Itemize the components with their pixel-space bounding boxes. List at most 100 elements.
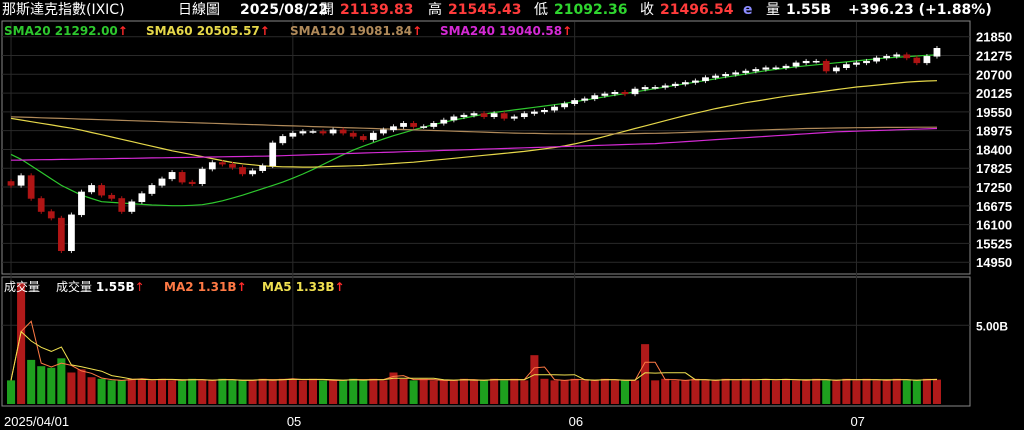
volume-bar — [540, 378, 549, 404]
candle-body — [933, 48, 941, 57]
candle-body — [249, 170, 256, 175]
close-label: 收 — [640, 2, 654, 18]
volume-bar — [97, 378, 106, 404]
candle-body — [510, 116, 518, 119]
candle-body — [762, 67, 770, 70]
volume-bar — [792, 380, 801, 404]
volume-bar — [278, 378, 287, 404]
candle-body — [480, 113, 488, 118]
y-tick-label: 21850 — [976, 30, 1012, 45]
candle-body — [430, 123, 438, 127]
quote-header: 那斯達克指數(IXIC) 日線圖 2025/08/22 開 21139.83 高… — [0, 0, 1024, 20]
candle-body — [651, 87, 659, 89]
volume-bar — [248, 380, 257, 404]
ma2-legend: MA2 1.31B↑ — [164, 280, 247, 294]
candle-body — [148, 185, 156, 194]
candle-body — [561, 103, 568, 108]
candle-body — [832, 67, 840, 72]
high-value: 21545.43 — [448, 2, 522, 18]
volume-bar — [681, 380, 690, 404]
x-tick-label: 07 — [850, 414, 864, 429]
candle-body — [289, 132, 297, 137]
sma20-legend: SMA20 21292.00↑ — [4, 24, 128, 38]
volume-bar — [379, 380, 388, 404]
volume-bar — [852, 380, 861, 404]
volume-bar — [812, 378, 821, 404]
volume-bar — [741, 378, 750, 404]
volume-bar — [37, 366, 46, 404]
volume-bar — [892, 378, 901, 404]
series-line-sma60 — [10, 80, 938, 168]
candle-body — [269, 142, 277, 167]
volume-label: 量 — [766, 2, 780, 18]
volume-bar — [168, 380, 177, 404]
candle-body — [380, 129, 387, 134]
volume-bar — [761, 378, 770, 404]
candle-body — [319, 131, 327, 134]
volume-ma2-line — [10, 320, 938, 381]
volume-bar — [288, 378, 297, 404]
volume-bar — [77, 369, 86, 404]
candle-body — [802, 60, 810, 64]
series-line-sma240 — [10, 127, 938, 161]
volume-bar — [922, 378, 931, 404]
candle-body — [661, 85, 669, 88]
candle-body — [712, 75, 719, 78]
volume-bar — [560, 380, 569, 404]
low-label: 低 — [534, 2, 548, 18]
candle-body — [541, 109, 548, 113]
volume-bar — [671, 380, 680, 404]
candle-body — [178, 172, 186, 183]
volume-bar — [701, 380, 710, 404]
candle-body — [822, 60, 830, 72]
candle-body — [188, 181, 196, 185]
candle-body — [893, 54, 901, 57]
candle-body — [359, 136, 367, 140]
volume-bar — [570, 378, 579, 404]
volume-bar — [419, 378, 428, 404]
index-name: 那斯達克指數(IXIC) — [2, 2, 125, 18]
candle-body — [349, 132, 357, 137]
high-label: 高 — [428, 2, 442, 18]
volume-bar — [459, 378, 468, 404]
candle-body — [903, 54, 911, 59]
y-tick-label: 14950 — [976, 255, 1012, 270]
candle-body — [450, 116, 458, 121]
price-legend: SMA20 21292.00↑ SMA60 20505.57↑ SMA120 1… — [4, 24, 624, 38]
volume-bar — [208, 380, 217, 404]
candle-body — [208, 162, 216, 170]
close-value: 21496.54 — [660, 2, 734, 18]
volume-bar — [731, 380, 740, 404]
candle-body — [57, 217, 65, 252]
volume-panel-title: 成交量 — [4, 280, 41, 294]
volume-bar — [298, 380, 307, 404]
volume-bar — [510, 378, 519, 404]
candle-body — [611, 92, 619, 95]
volume-bar — [67, 372, 76, 404]
period-label: 日線圖 — [178, 2, 220, 18]
y-tick-label: 16675 — [976, 199, 1012, 214]
candle-body — [420, 126, 428, 128]
candle-body — [923, 56, 931, 64]
candle-body — [400, 123, 407, 127]
candle-body — [98, 185, 105, 196]
y-tick-label: 20700 — [976, 67, 1012, 82]
volume-bar — [691, 378, 700, 404]
volume-bar — [802, 380, 811, 404]
candlesticks — [7, 45, 941, 254]
volume-bar — [469, 380, 479, 404]
volume-bar — [57, 358, 66, 404]
candle-body — [843, 64, 850, 69]
candle-body — [128, 201, 136, 212]
candle-body — [309, 131, 317, 133]
candle-body — [219, 162, 226, 165]
volume-bar — [580, 380, 589, 404]
y-tick-label: 19550 — [976, 105, 1012, 120]
candle-body — [671, 83, 679, 86]
volume-bar — [721, 378, 730, 404]
volume-bar — [157, 378, 167, 404]
volume-bar — [147, 380, 156, 404]
candle-body — [299, 131, 307, 134]
volume-panel-frame — [1, 276, 971, 407]
volume-bar — [87, 377, 96, 404]
